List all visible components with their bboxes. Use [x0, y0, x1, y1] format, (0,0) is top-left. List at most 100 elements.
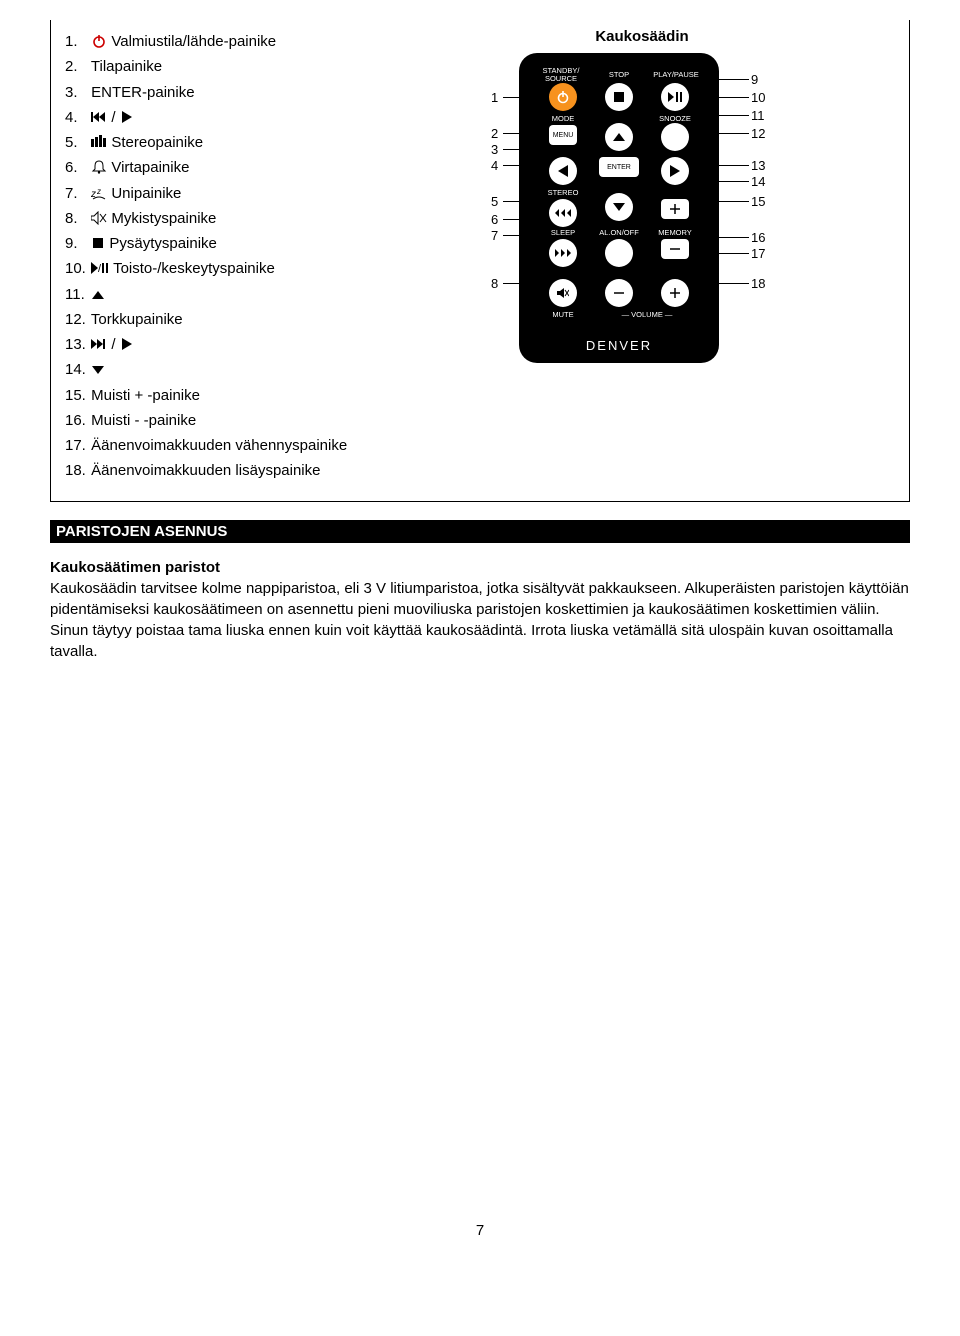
list-label: Äänenvoimakkuuden vähennyspainike: [91, 437, 347, 454]
list-num: 4.: [65, 106, 87, 129]
list-num: 8.: [65, 207, 87, 230]
list-num: 5.: [65, 131, 87, 154]
para-heading: Kaukosäätimen paristot: [50, 559, 910, 576]
callout-num-right: 16: [751, 230, 765, 245]
list-label: Muisti - -painike: [91, 412, 196, 429]
lbl-mute: MUTE: [547, 311, 579, 319]
lbl-mode: MODE: [545, 115, 581, 123]
list-label: Torkkupainike: [91, 311, 183, 328]
callout-num-right: 9: [751, 72, 758, 87]
lbl-playpause: PLAY/PAUSE: [647, 71, 705, 79]
list-item: 7. zz Unipainike: [65, 182, 381, 205]
list-label: ENTER-painike: [91, 84, 194, 101]
list-label: Äänenvoimakkuuden lisäyspainike: [91, 462, 320, 479]
lbl-stereo: STEREO: [543, 189, 583, 197]
callout-num-right: 15: [751, 194, 765, 209]
list-label: Muisti + -painike: [91, 387, 200, 404]
down-icon: [91, 361, 105, 378]
svg-text:z: z: [96, 187, 101, 196]
list-num: 17.: [65, 434, 87, 457]
callout-num-right: 13: [751, 158, 765, 173]
diagram-title: Kaukosäädin: [399, 28, 885, 45]
list-num: 6.: [65, 156, 87, 179]
callout-num-left: 3: [491, 142, 498, 157]
list-item: 9. Pysäytyspainike: [65, 232, 381, 255]
callout-num-left: 2: [491, 126, 498, 141]
svg-text:/: /: [98, 263, 102, 275]
btn-vol-down: [605, 279, 633, 307]
next-fwd-icon: /: [91, 336, 134, 353]
lbl-alonoff: AL.ON/OFF: [595, 229, 643, 237]
sleep-icon: zz: [91, 185, 107, 202]
list-item: 12. Torkkupainike: [65, 308, 381, 331]
lbl-snooze: SNOOZE: [651, 115, 699, 123]
list-label: Unipainike: [111, 185, 181, 202]
stop-icon: [91, 235, 105, 252]
list-num: 9.: [65, 232, 87, 255]
list-label: Pysäytyspainike: [109, 235, 217, 252]
lbl-standby: STANDBY/ SOURCE: [537, 67, 585, 82]
para-body: Kaukosäädin tarvitsee kolme nappiparisto…: [50, 578, 910, 662]
remote-body: STANDBY/ SOURCE STOP PLAY/PAUSE MODE: [519, 53, 719, 363]
callout-num-left: 4: [491, 158, 498, 173]
lbl-volume: — VOLUME —: [611, 311, 683, 319]
prev-back-icon: /: [91, 109, 134, 126]
stereo-icon: [91, 134, 107, 151]
button-list: 1. Valmiustila/lähde-painike2. Tilapaini…: [51, 20, 391, 501]
list-num: 10.: [65, 257, 87, 280]
callout-num-right: 18: [751, 276, 765, 291]
mute-icon: [91, 210, 107, 227]
list-item: 2. Tilapainike: [65, 55, 381, 78]
list-item: 16. Muisti - -painike: [65, 409, 381, 432]
btn-right: [661, 157, 689, 185]
callout-num-left: 8: [491, 276, 498, 291]
lbl-stop: STOP: [599, 71, 639, 79]
callout-num-left: 6: [491, 212, 498, 227]
list-item: 10. / Toisto-/keskeytyspainike: [65, 257, 381, 280]
btn-stereo: [549, 199, 577, 227]
power-icon: [91, 33, 107, 50]
lbl-memory: MEMORY: [653, 229, 697, 237]
btn-stop: [605, 83, 633, 111]
btn-sleep: [549, 239, 577, 267]
list-num: 11.: [65, 283, 87, 306]
remote-diagram: Kaukosäädin 12345678 9101112131415161718…: [391, 20, 909, 409]
list-item: 15. Muisti + -painike: [65, 384, 381, 407]
top-box: 1. Valmiustila/lähde-painike2. Tilapaini…: [50, 20, 910, 502]
list-label: Tilapainike: [91, 58, 162, 75]
list-num: 16.: [65, 409, 87, 432]
btn-mem-plus: [661, 199, 689, 219]
list-num: 13.: [65, 333, 87, 356]
list-num: 2.: [65, 55, 87, 78]
list-item: 1. Valmiustila/lähde-painike: [65, 30, 381, 53]
callout-num-right: 12: [751, 126, 765, 141]
list-item: 4. /: [65, 106, 381, 129]
list-item: 17. Äänenvoimakkuuden vähennyspainike: [65, 434, 381, 457]
callout-num-left: 1: [491, 90, 498, 105]
list-label: Stereopainike: [111, 134, 203, 151]
lbl-sleep: SLEEP: [547, 229, 579, 237]
list-item: 8. Mykistyspainike: [65, 207, 381, 230]
section-bar: PARISTOJEN ASENNUS: [50, 520, 910, 543]
list-num: 15.: [65, 384, 87, 407]
list-num: 14.: [65, 358, 87, 381]
btn-snooze: [661, 123, 689, 151]
brand: DENVER: [519, 338, 719, 353]
btn-menu: MENU: [549, 125, 577, 145]
list-item: 13. /: [65, 333, 381, 356]
list-num: 3.: [65, 81, 87, 104]
list-num: 1.: [65, 30, 87, 53]
list-label: Valmiustila/lähde-painike: [111, 33, 276, 50]
btn-playpause: [661, 83, 689, 111]
btn-vol-up: [661, 279, 689, 307]
playpause-icon: /: [91, 260, 109, 277]
up-icon: [91, 286, 105, 303]
list-item: 5. Stereopainike: [65, 131, 381, 154]
list-label: Toisto-/keskeytyspainike: [113, 260, 275, 277]
btn-mute: [549, 279, 577, 307]
list-item: 18. Äänenvoimakkuuden lisäyspainike: [65, 459, 381, 482]
list-num: 7.: [65, 182, 87, 205]
list-num: 18.: [65, 459, 87, 482]
list-label: Virtapainike: [111, 159, 189, 176]
bell-icon: [91, 159, 107, 176]
